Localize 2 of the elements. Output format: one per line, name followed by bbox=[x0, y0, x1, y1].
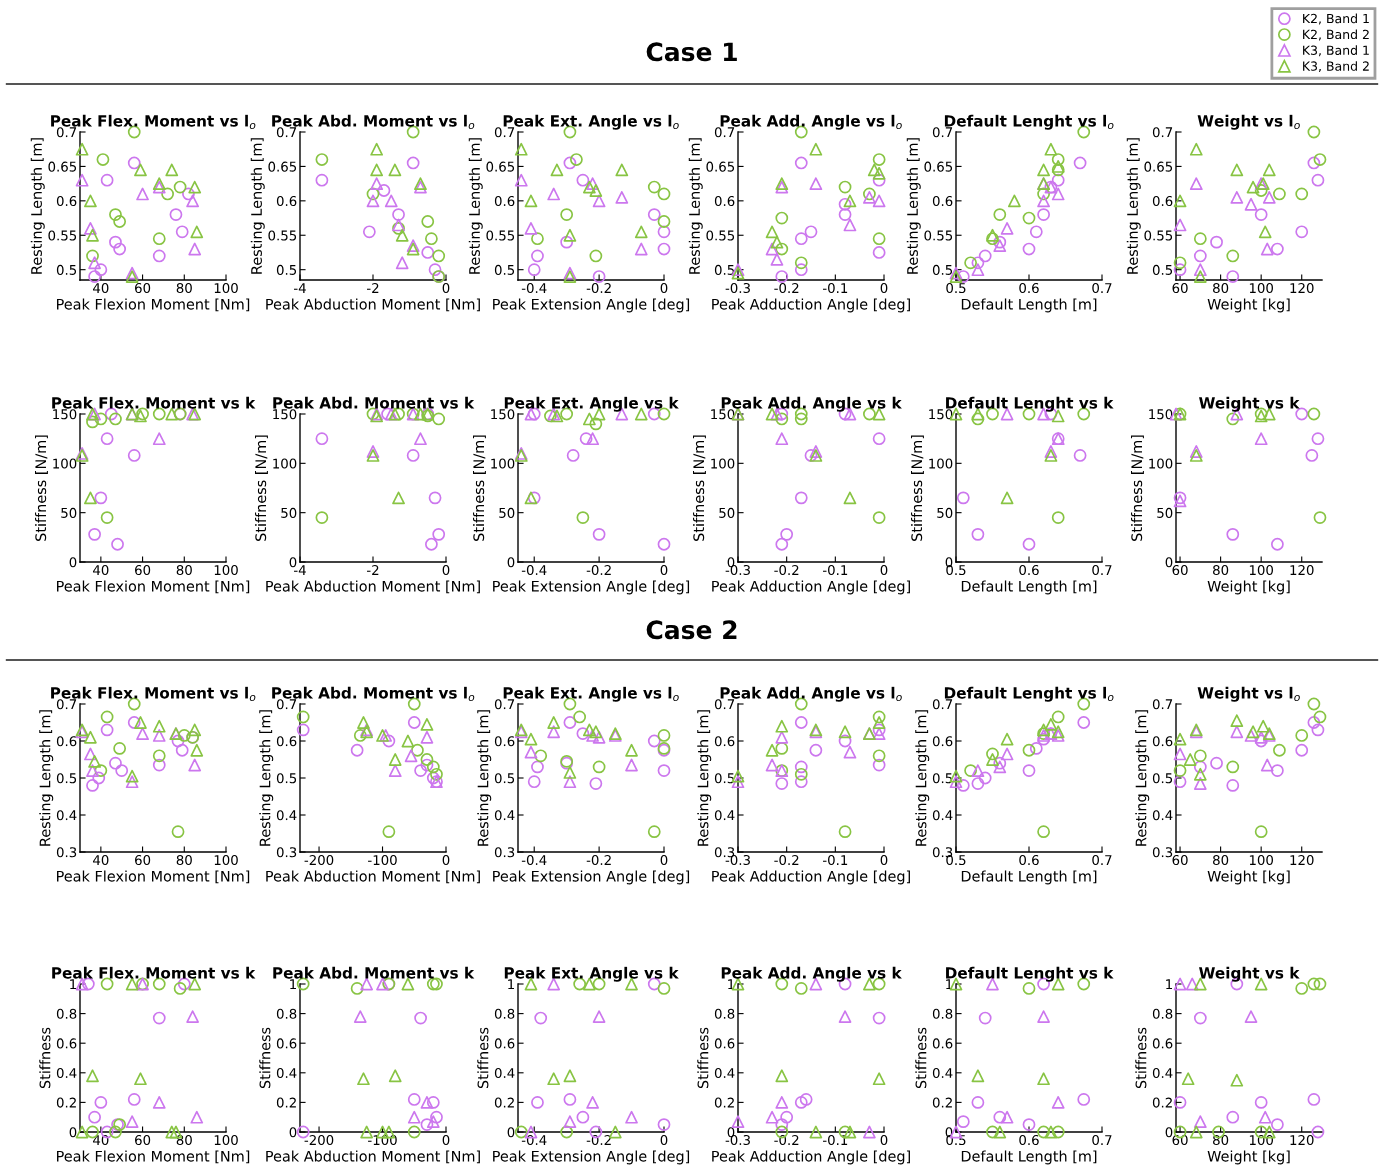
text: Case 1 bbox=[646, 42, 737, 62]
text: Case 2 bbox=[646, 620, 737, 640]
